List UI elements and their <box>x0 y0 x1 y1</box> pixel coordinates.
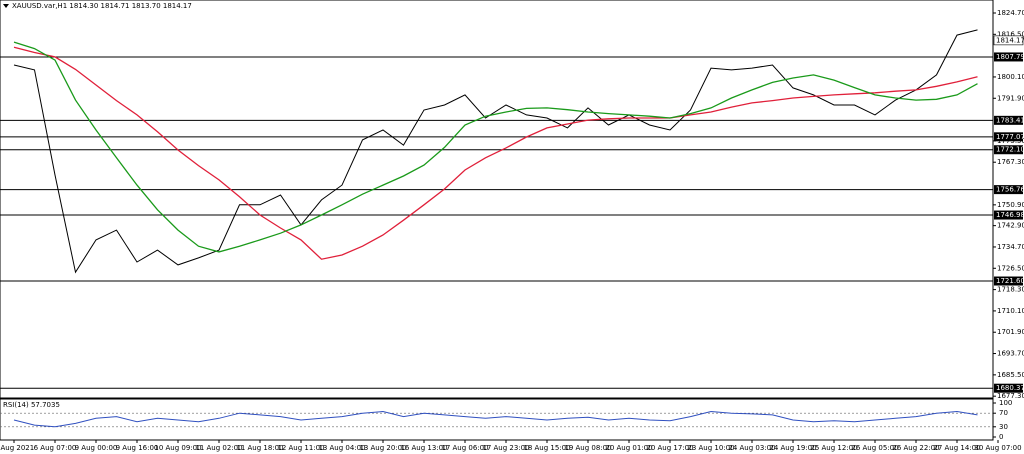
rsi-plot <box>0 410 993 428</box>
y-tick-label: 1677.30 <box>997 392 1024 400</box>
x-tick-label: 26 Aug 05:00 <box>851 444 898 452</box>
x-tick-label: 13 Aug 20:00 <box>359 444 406 452</box>
y-tick-label: 1742.90 <box>997 222 1024 230</box>
level-label-box <box>994 276 1023 286</box>
x-tick-label: 24 Aug 19:00 <box>769 444 816 452</box>
x-tick-label: 20 Aug 17:00 <box>646 444 693 452</box>
y-tick-label: 1693.70 <box>997 350 1024 358</box>
x-tick-label: 12 Aug 11:00 <box>277 444 324 452</box>
x-tick-label: 17 Aug 06:00 <box>441 444 488 452</box>
y-tick-label: 0 <box>999 433 1003 441</box>
x-tick-label: 17 Aug 23:00 <box>482 444 529 452</box>
x-tick-label: 27 Aug 14:00 <box>933 444 980 452</box>
x-tick-label: 9 Aug 00:00 <box>75 444 118 452</box>
level-label: 1772.10 <box>996 146 1024 154</box>
level-label-box <box>994 52 1023 62</box>
series-line <box>13 410 978 428</box>
y-tick-label: 70 <box>999 409 1008 417</box>
rsi-plot-frame <box>0 398 994 441</box>
x-tick-label: 6 Aug 2021 <box>0 444 34 452</box>
y-tick-label: 100 <box>999 399 1012 407</box>
series-line <box>13 46 978 260</box>
y-tick-label: 1718.30 <box>997 286 1024 294</box>
rsi-title: RSI(14) 57.7035 <box>3 401 60 409</box>
menu-arrow <box>3 4 9 8</box>
level-label-box <box>994 115 1023 125</box>
y-tick-label: 1726.50 <box>997 264 1024 272</box>
level-label: 1680.37 <box>996 384 1024 392</box>
series-line <box>13 29 978 274</box>
x-tick-label: 19 Aug 08:00 <box>564 444 611 452</box>
y-tick-label: 1767.30 <box>997 158 1024 166</box>
x-tick-label: 18 Aug 15:00 <box>523 444 570 452</box>
level-label: 1746.98 <box>996 211 1024 219</box>
y-tick-label: 1710.10 <box>997 307 1024 315</box>
main-plot-frame <box>0 0 994 399</box>
level-label-box <box>994 145 1023 155</box>
x-tick-label: 23 Aug 10:00 <box>687 444 734 452</box>
price-label-box <box>993 35 1024 46</box>
level-label: 1807.79 <box>996 53 1024 61</box>
level-label: 1783.41 <box>996 116 1024 124</box>
level-label: 1721.60 <box>996 277 1024 285</box>
x-tick-label: 11 Aug 18:00 <box>236 444 283 452</box>
series-line <box>13 41 978 253</box>
level-label-box <box>994 210 1023 220</box>
level-label: 1777.07 <box>996 133 1024 141</box>
x-tick-label: 11 Aug 02:00 <box>195 444 242 452</box>
x-tick-label: 16 Aug 13:00 <box>400 444 447 452</box>
x-tick-label: 13 Aug 04:00 <box>318 444 365 452</box>
y-tick-label: 1800.10 <box>997 73 1024 81</box>
y-tick-label: 1791.90 <box>997 94 1024 102</box>
y-tick-label: 1734.70 <box>997 243 1024 251</box>
x-tick-label: 10 Aug 09:00 <box>154 444 201 452</box>
x-tick-label: 9 Aug 16:00 <box>116 444 159 452</box>
x-tick-label: 6 Aug 07:00 <box>34 444 77 452</box>
level-label-box <box>994 185 1023 195</box>
level-label: 1756.76 <box>996 186 1024 194</box>
y-tick-label: 1816.50 <box>997 30 1024 38</box>
chart-title: XAUUSD.var,H1 1814.30 1814.71 1813.70 18… <box>12 2 192 10</box>
y-tick-label: 1685.50 <box>997 371 1024 379</box>
x-tick-label: 26 Aug 22:00 <box>892 444 939 452</box>
main-plot <box>0 29 993 389</box>
y-tick-label: 1701.90 <box>997 328 1024 336</box>
price-label: 1814.17 <box>996 36 1024 44</box>
y-tick-label: 30 <box>999 423 1008 431</box>
x-tick-label: 20 Aug 01:00 <box>605 444 652 452</box>
level-label-box <box>994 383 1023 393</box>
axes: 1824.701816.501800.101791.901775.501767.… <box>0 9 1024 452</box>
y-tick-label: 1750.90 <box>997 201 1024 209</box>
y-tick-label: 1824.70 <box>997 9 1024 17</box>
x-tick-label: 30 Aug 07:00 <box>974 444 1021 452</box>
x-tick-label: 24 Aug 03:00 <box>728 444 775 452</box>
level-label-box <box>994 132 1023 142</box>
x-tick-label: 25 Aug 12:00 <box>810 444 857 452</box>
